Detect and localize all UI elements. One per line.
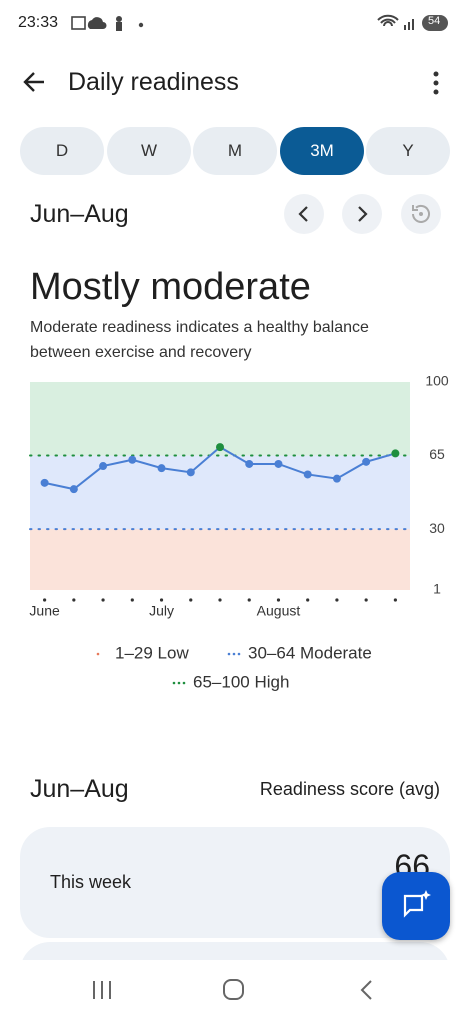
legend-label: 1–29 Low: [115, 643, 189, 662]
range-tab[interactable]: D: [20, 127, 104, 175]
point: [274, 459, 283, 468]
summary-title: Mostly moderate: [30, 266, 311, 308]
battery-level: 54: [428, 15, 441, 27]
status-icons: [71, 16, 144, 31]
y-tick-label: 100: [425, 373, 449, 389]
point: [157, 464, 166, 473]
range-tab[interactable]: Y: [366, 127, 450, 175]
point: [186, 468, 195, 477]
x-tick: [364, 598, 368, 602]
reset-button[interactable]: [401, 194, 441, 234]
status-right: [377, 14, 448, 31]
band: [30, 455, 410, 530]
week-card[interactable]: [20, 827, 450, 938]
x-tick: [393, 598, 397, 602]
x-tick-label: August: [257, 603, 301, 619]
status-time: 23:33: [18, 14, 59, 31]
x-tick: [247, 598, 251, 602]
x-tick: [189, 598, 193, 602]
table-column: Readiness score (avg): [259, 779, 440, 799]
prev-button[interactable]: [284, 194, 324, 234]
band: [30, 529, 410, 590]
x-tick: [218, 598, 222, 602]
x-tick: [306, 598, 310, 602]
x-tick: [72, 598, 76, 602]
more-menu[interactable]: [430, 70, 442, 96]
point: [362, 457, 371, 466]
y-tick-label: 1: [433, 581, 441, 597]
page-title: Daily readiness: [68, 68, 239, 96]
legend-marker: [237, 652, 241, 656]
table-period: Jun–Aug: [30, 775, 129, 803]
point: [128, 455, 137, 464]
point: [303, 470, 312, 479]
range-tab[interactable]: 3M: [280, 127, 364, 175]
point: [216, 443, 224, 452]
legend-marker: [182, 681, 186, 685]
summary-description: Moderate readiness indicates a healthy b…: [30, 319, 369, 361]
point: [332, 474, 341, 483]
row-label: This week: [50, 872, 132, 892]
legend-marker: [177, 681, 181, 685]
x-tick: [276, 598, 281, 602]
legend-label: 30–64 Moderate: [248, 643, 372, 662]
y-tick-label: 65: [429, 446, 445, 462]
point: [69, 485, 78, 494]
point: [40, 478, 49, 487]
x-tick: [159, 598, 164, 602]
recents[interactable]: [93, 981, 111, 999]
back-button[interactable]: [22, 70, 48, 94]
y-tick-label: 30: [429, 520, 445, 536]
point: [99, 462, 108, 471]
legend-label: 65–100 High: [193, 672, 289, 691]
x-tick-label: July: [149, 603, 174, 619]
legend-marker: [227, 652, 231, 656]
home[interactable]: [223, 979, 244, 1000]
point: [245, 459, 254, 468]
readiness-chart: 1 30 65 100 June July August 1–29 Low 30–64 Mode…: [29, 373, 449, 691]
legend-marker: [96, 652, 100, 656]
assistant-fab[interactable]: [382, 872, 450, 940]
back[interactable]: [360, 980, 372, 1000]
range-tab[interactable]: M: [193, 127, 277, 175]
x-tick-label: June: [29, 603, 60, 619]
legend-marker: [172, 681, 176, 685]
next-button[interactable]: [342, 194, 382, 234]
period-label: Jun–Aug: [30, 200, 129, 228]
x-tick: [101, 598, 105, 602]
range-tab[interactable]: W: [107, 127, 191, 175]
point: [391, 449, 400, 458]
legend-marker: [232, 652, 236, 656]
nav-bar: [0, 960, 470, 1018]
x-tick: [130, 598, 134, 602]
x-tick: [335, 598, 339, 602]
x-tick: [43, 598, 47, 602]
